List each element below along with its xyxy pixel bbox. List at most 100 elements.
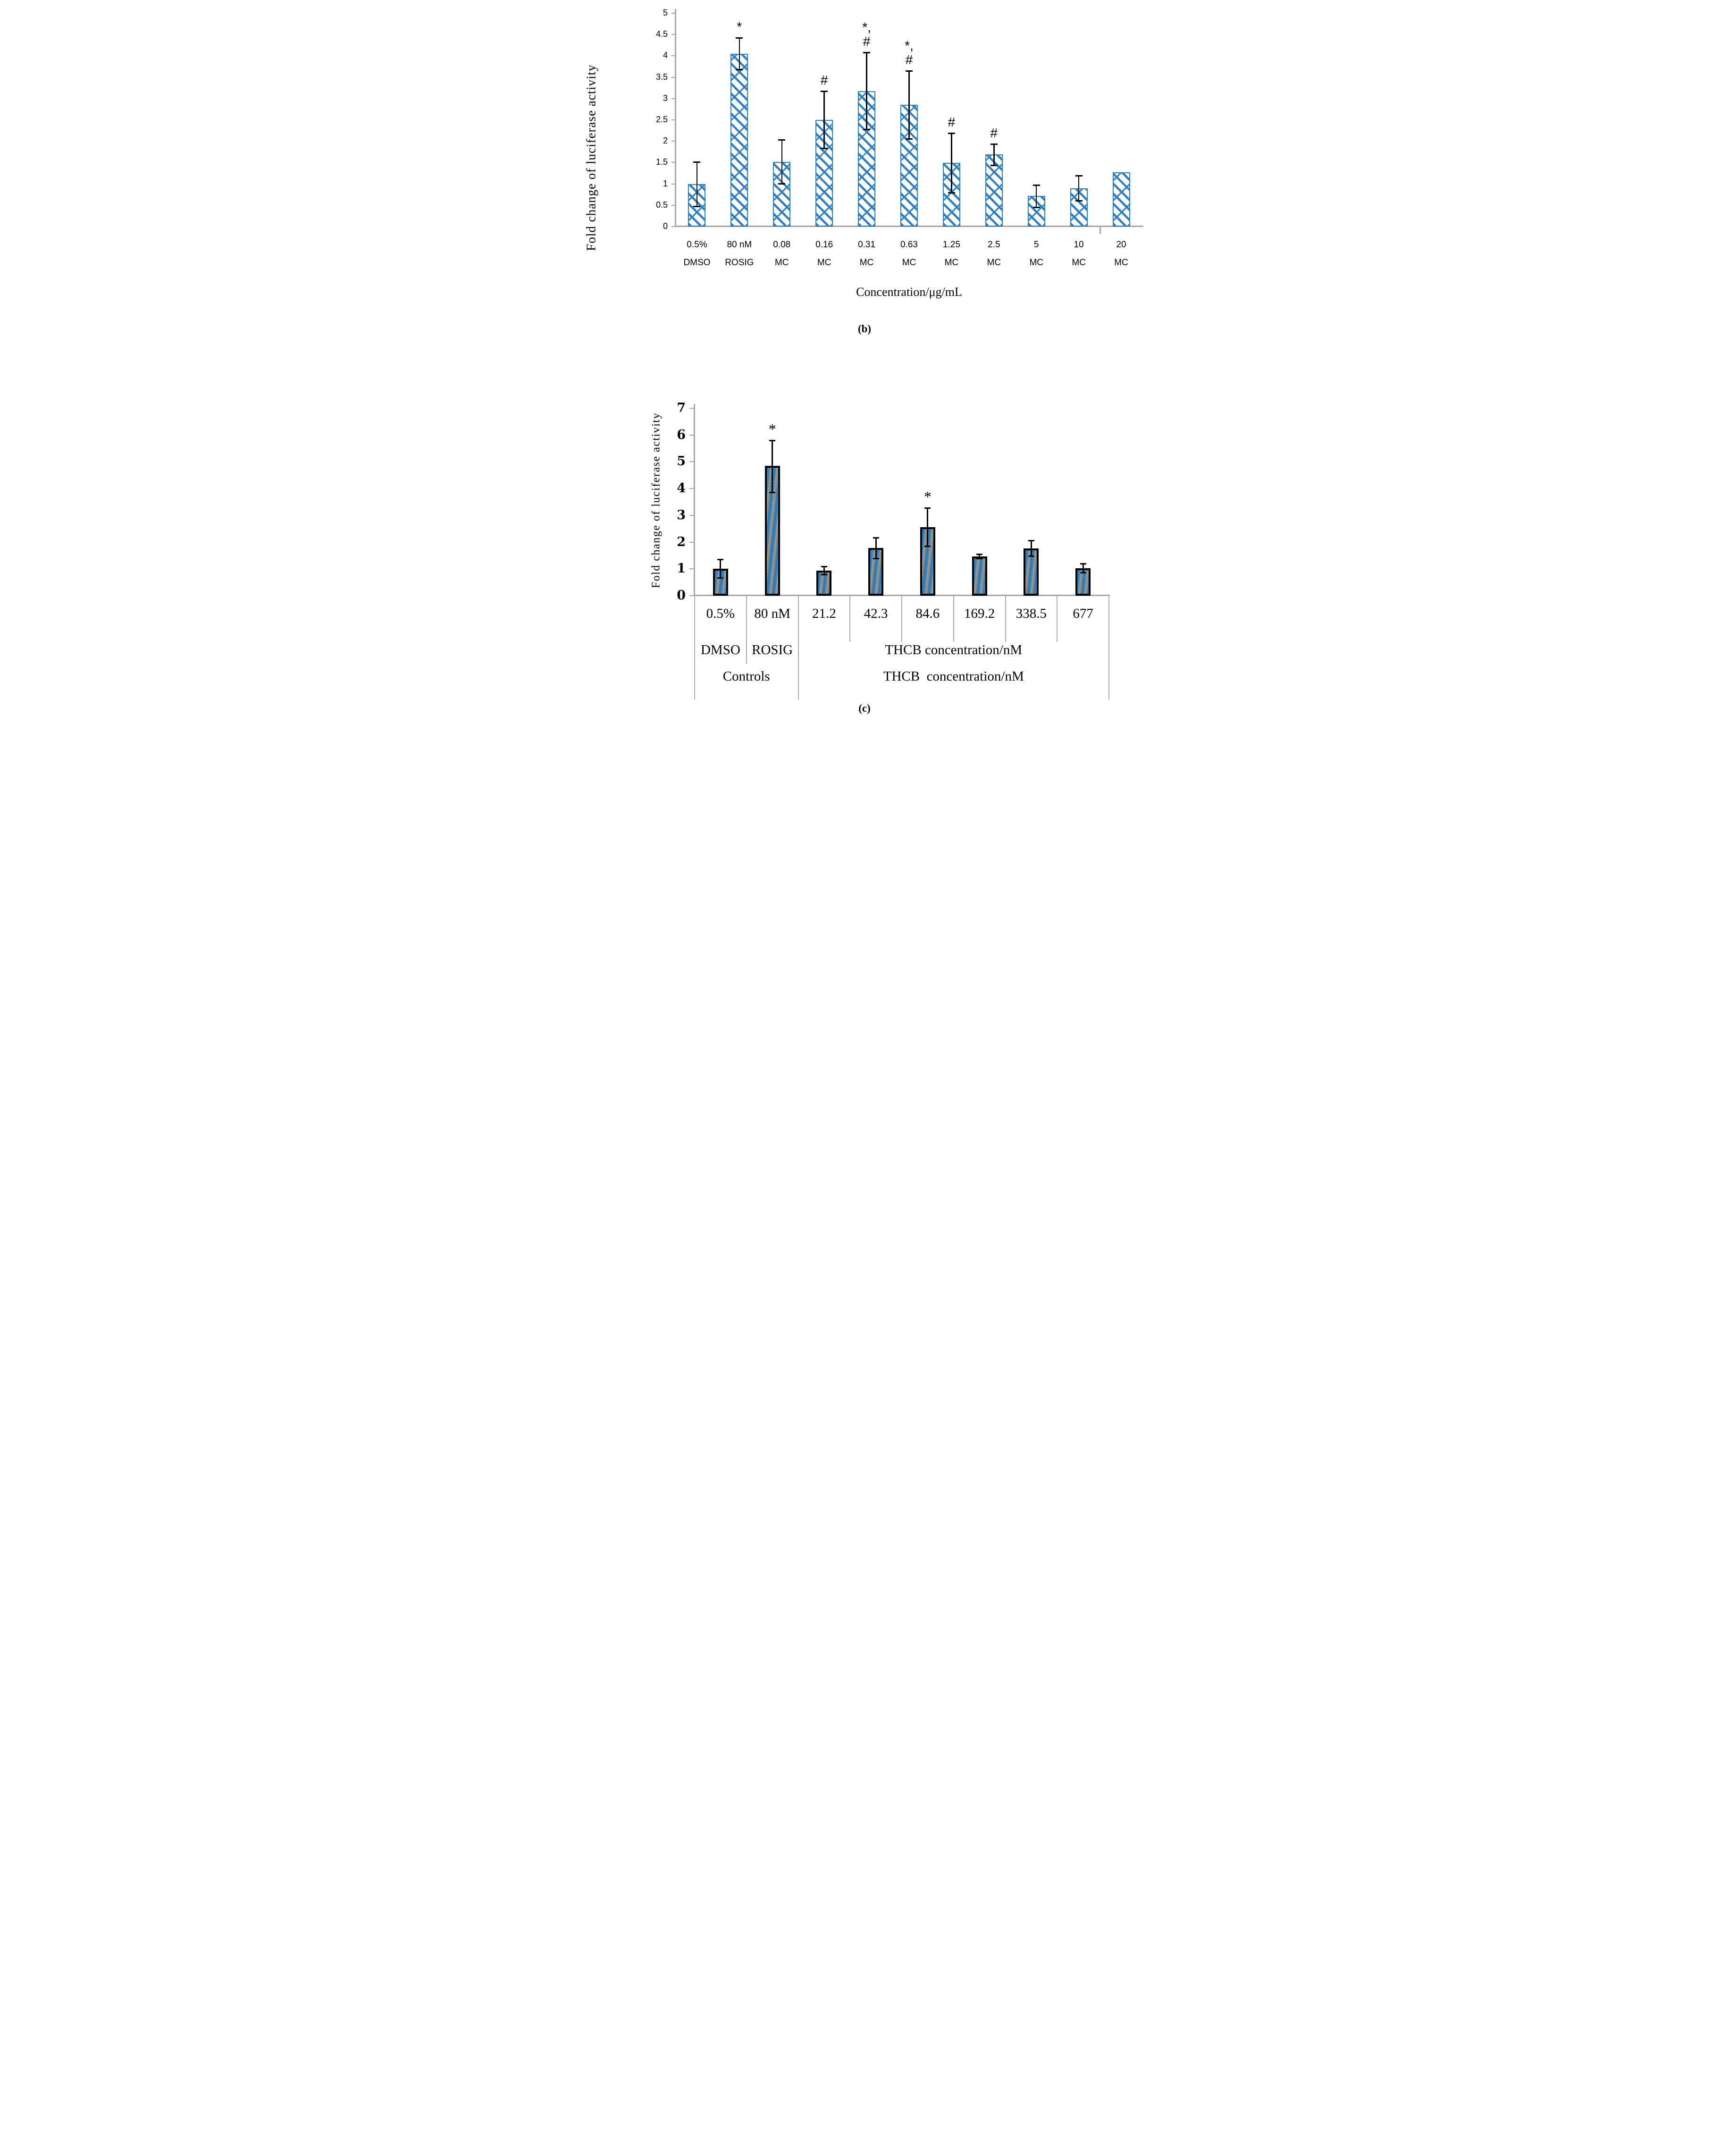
chart-c-plot-area: 0 1 2 3 4 5 6 7 * * 0.5% 80 nM 21.2 42.3 84.6 169.2 338.… [677, 401, 1110, 699]
error-bar-cap-top [1075, 175, 1083, 177]
error-bar-line [993, 143, 995, 166]
y-tick [689, 568, 695, 570]
y-tick-label: 5 [677, 454, 686, 469]
y-tick [689, 461, 695, 463]
error-bar-line [1030, 540, 1032, 556]
y-tick-label: 4 [663, 51, 668, 60]
bar [985, 154, 1003, 227]
y-axis-line [694, 404, 695, 596]
error-bar-cap-bottom [1080, 572, 1086, 573]
category-label: 10 MC [1072, 240, 1086, 268]
y-tick [671, 98, 676, 99]
category-label: 0.63 MC [900, 240, 918, 268]
chart-b-y-axis-title: Fold change of luciferase activity [584, 64, 598, 251]
chart-b-caption: (b) [857, 323, 872, 335]
error-bar-line [866, 52, 867, 130]
y-tick [689, 488, 695, 489]
error-bar-cap-top [924, 507, 931, 509]
error-bar-cap-top [1028, 540, 1034, 542]
error-bar-cap-top [990, 143, 998, 145]
significance-marker: # [948, 115, 956, 130]
error-bar-line [739, 37, 740, 70]
error-bar-line [772, 440, 773, 493]
category-label: 42.3 [864, 606, 888, 621]
y-tick [671, 204, 676, 206]
y-tick-label: 7 [677, 400, 686, 415]
y-tick [689, 514, 695, 516]
error-bar-cap-bottom [821, 574, 827, 576]
bar [972, 556, 987, 596]
y-tick [671, 76, 676, 78]
bar [713, 569, 728, 596]
error-bar-cap-top [736, 37, 743, 39]
y-tick-label: 2 [677, 534, 686, 549]
y-tick [689, 434, 695, 436]
error-bar-line [720, 559, 722, 578]
y-tick [689, 408, 695, 409]
y-tick-label: 1 [677, 561, 686, 576]
category-label: 338.5 [1016, 606, 1047, 621]
category-label: 80 nM ROSIG [725, 240, 754, 268]
category-label: 80 nM [754, 606, 790, 621]
category-label: 0.31 MC [858, 240, 876, 268]
axis-group-label: DMSO [700, 642, 740, 657]
y-tick-label: 4.5 [655, 29, 668, 39]
y-tick [689, 595, 695, 596]
x-axis-baseline [694, 595, 1110, 596]
error-bar-cap-bottom [990, 164, 998, 166]
error-bar-line [979, 554, 981, 559]
y-tick-label: 2 [663, 136, 668, 146]
bar [815, 120, 833, 227]
error-bar-line [875, 537, 877, 559]
bar [730, 53, 748, 227]
error-bar-cap-top [778, 139, 786, 141]
error-bar-cap-bottom [769, 491, 776, 493]
error-bar-line [1035, 185, 1037, 208]
axis-group-label: Controls [722, 669, 770, 684]
error-bar-cap-bottom [1075, 200, 1083, 202]
axis-group-label: ROSIG [752, 642, 793, 657]
error-bar-line [823, 566, 825, 575]
significance-marker: # [990, 125, 998, 140]
error-bar-cap-top [717, 559, 724, 561]
axis-group-label: THCB concentration/nM [883, 669, 1024, 684]
error-bar-cap-top [821, 91, 828, 93]
axis-table-line [953, 596, 954, 642]
y-tick-label: 3 [677, 507, 686, 522]
error-bar-cap-top [906, 70, 913, 72]
figure-page: Fold change of luciferase activity 0 0.5 1… [576, 0, 1153, 719]
y-tick [689, 541, 695, 543]
error-bar-cap-bottom [906, 138, 913, 140]
error-bar-cap-bottom [976, 557, 983, 559]
y-tick [671, 141, 676, 142]
category-label: 169.2 [964, 606, 995, 621]
axis-table-line [694, 596, 695, 699]
error-bar-cap-bottom [821, 147, 828, 149]
error-bar-cap-top [1080, 563, 1086, 564]
chart-b-x-axis-title: Concentration/μg/mL [856, 285, 962, 299]
axis-table-line [797, 596, 799, 699]
error-bar-cap-bottom [717, 577, 724, 579]
error-bar-line [696, 161, 698, 207]
error-bar-cap-top [769, 440, 776, 442]
axis-table-line [849, 596, 851, 642]
y-tick-label: 1 [663, 178, 668, 188]
axis-table-line [746, 596, 747, 664]
error-bar-cap-top [948, 133, 955, 135]
y-tick [671, 183, 676, 185]
category-label: 84.6 [915, 606, 940, 621]
y-tick-label: 2.5 [655, 115, 668, 125]
error-bar-cap-bottom [693, 206, 701, 208]
error-bar-line [823, 91, 825, 149]
error-bar-cap-top [863, 52, 871, 54]
error-bar-line [927, 507, 929, 547]
category-label: 0.5% [706, 606, 735, 621]
significance-marker: *, # [905, 38, 914, 67]
y-tick [671, 162, 676, 163]
error-bar-cap-bottom [1032, 207, 1040, 209]
category-label: 1.25 MC [942, 240, 960, 268]
error-bar-cap-bottom [1028, 555, 1034, 557]
category-label: 20 MC [1114, 240, 1128, 268]
y-axis-line [675, 9, 676, 227]
